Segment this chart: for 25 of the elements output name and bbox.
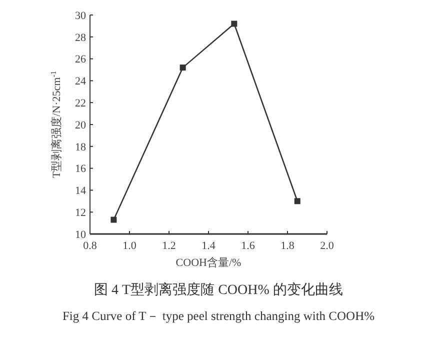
x-tick-label: 0.8: [83, 240, 98, 252]
y-tick-label: 12: [75, 206, 86, 219]
x-tick-label: 2.0: [320, 240, 334, 252]
x-tick-label: 1.2: [162, 240, 176, 252]
point: [231, 20, 238, 27]
point: [110, 216, 117, 223]
y-tick-label: 26: [75, 54, 86, 66]
x-tick-label: 1.0: [122, 240, 137, 252]
x-tick-label: 1.6: [241, 240, 256, 252]
y-tick-label: 20: [75, 119, 86, 132]
y-tick-label: 30: [75, 10, 86, 22]
y-tick-label: 10: [75, 228, 86, 241]
y-tick-label: 14: [75, 185, 86, 198]
text: Fig 4 Curve of T－ type peel strength changing with COOH%: [62, 309, 375, 323]
text: 图 4 T型剥离强度随 COOH% 的变化曲线: [94, 282, 343, 298]
x-tick-label: 1.8: [280, 240, 295, 252]
y-tick-label: 18: [75, 141, 86, 154]
y-tick-label: 24: [75, 76, 86, 88]
y-tick-label: 16: [75, 163, 86, 176]
y-tick-label: 22: [75, 97, 86, 110]
x-axis-title: COOH含量/%: [176, 256, 242, 269]
point: [294, 198, 300, 204]
y-tick-label: 28: [75, 32, 86, 44]
point: [180, 64, 186, 71]
x-tick-label: 1.4: [202, 240, 216, 252]
